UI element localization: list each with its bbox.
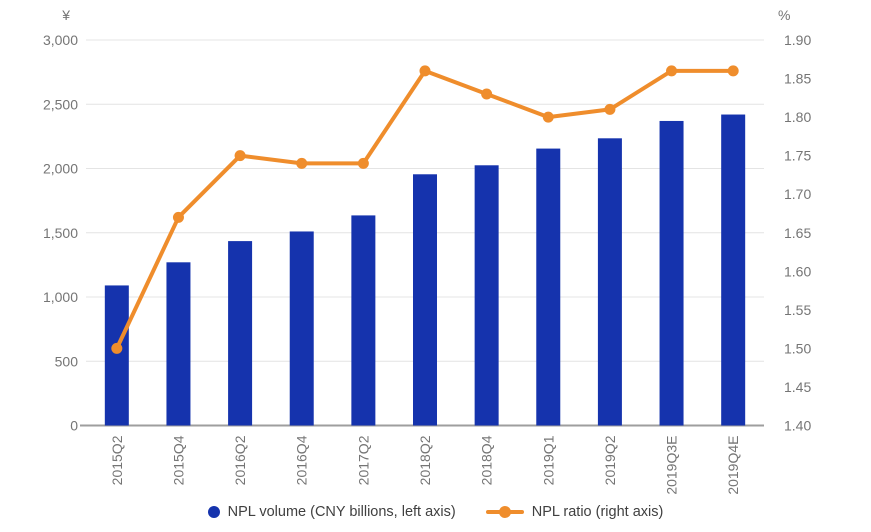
right-axis-tick-label: 1.50 — [784, 340, 811, 356]
point-2015Q4 — [172, 211, 184, 223]
point-2019Q2 — [604, 103, 616, 115]
point-2016Q2 — [234, 150, 246, 162]
bar-2018Q4 — [474, 165, 499, 426]
x-axis-label-2018Q2: 2018Q2 — [417, 435, 433, 485]
left-axis-tick-label: 500 — [55, 353, 79, 369]
x-axis-label-2019Q4E: 2019Q4E — [725, 436, 741, 495]
bar-2019Q4E — [721, 114, 746, 426]
x-axis-label-2019Q1: 2019Q1 — [540, 435, 556, 485]
left-axis-tick-label: 2,500 — [43, 96, 78, 112]
point-2019Q4E — [727, 65, 739, 77]
x-axis-label-2016Q2: 2016Q2 — [232, 435, 248, 485]
point-2015Q2 — [111, 342, 123, 354]
bar-2019Q2 — [597, 138, 622, 426]
point-2019Q3E — [666, 65, 678, 77]
right-axis-tick-label: 1.40 — [784, 418, 811, 434]
bar-2017Q2 — [351, 215, 376, 426]
chart-legend: NPL volume (CNY billions, left axis) NPL… — [0, 497, 871, 527]
bar-2018Q2 — [413, 174, 437, 426]
right-axis-tick-label: 1.80 — [784, 109, 811, 125]
x-axis-label-2017Q2: 2017Q2 — [355, 435, 371, 485]
npl-ratio-swatch-icon — [485, 506, 524, 519]
point-2016Q4 — [296, 157, 308, 169]
legend-item-npl-volume[interactable]: NPL volume (CNY billions, left axis) — [207, 504, 456, 520]
x-axis-label-2015Q2: 2015Q2 — [109, 435, 125, 485]
legend-npl-ratio-label: NPL ratio (right axis) — [531, 504, 664, 520]
legend-npl-volume-label: NPL volume (CNY billions, left axis) — [227, 504, 456, 520]
x-axis-label-2015Q4: 2015Q4 — [170, 435, 186, 485]
x-axis-label-2019Q2: 2019Q2 — [602, 435, 618, 485]
left-axis-tick-label: 2,000 — [43, 161, 78, 177]
bar-2015Q2 — [104, 285, 129, 426]
left-axis-tick-label: 1,000 — [43, 289, 78, 305]
x-axis-label-2019Q3E: 2019Q3E — [664, 436, 680, 495]
right-axis-tick-label: 1.65 — [784, 225, 811, 241]
left-axis-tick-label: 3,000 — [43, 32, 78, 48]
npl-volume-swatch-icon — [207, 506, 220, 518]
chart-plot-area: 3,000 2,500 2,000 1,500 1,000 500 0 1.90 1.85 1.8… — [43, 7, 812, 495]
left-axis-tick-label: 1,500 — [43, 225, 78, 241]
bar-2015Q4 — [166, 262, 191, 426]
right-axis-tick-label: 1.85 — [784, 71, 811, 87]
legend-item-npl-ratio[interactable]: NPL ratio (right axis) — [485, 504, 664, 520]
bar-2019Q3E — [659, 120, 684, 426]
left-axis-unit-label: ¥ — [61, 7, 70, 23]
point-2017Q2 — [357, 157, 369, 169]
right-axis-tick-label: 1.70 — [784, 186, 811, 202]
right-axis-tick-label: 1.75 — [784, 148, 811, 164]
point-2018Q4 — [481, 88, 493, 100]
point-2019Q1 — [542, 111, 554, 123]
right-axis-unit-label: % — [778, 7, 790, 23]
x-axis-label-2016Q4: 2016Q4 — [294, 435, 310, 485]
left-axis-tick-label: 0 — [70, 418, 78, 434]
x-axis-label-2018Q4: 2018Q4 — [479, 435, 495, 485]
bar-2019Q1 — [536, 148, 561, 426]
bar-2016Q4 — [289, 231, 314, 426]
bar-2016Q2 — [228, 241, 253, 426]
right-axis-tick-label: 1.90 — [784, 32, 811, 48]
right-axis-tick-label: 1.45 — [784, 379, 811, 395]
right-axis-tick-label: 1.55 — [784, 302, 811, 318]
right-axis-tick-label: 1.60 — [784, 263, 811, 279]
point-2018Q2 — [419, 65, 431, 77]
